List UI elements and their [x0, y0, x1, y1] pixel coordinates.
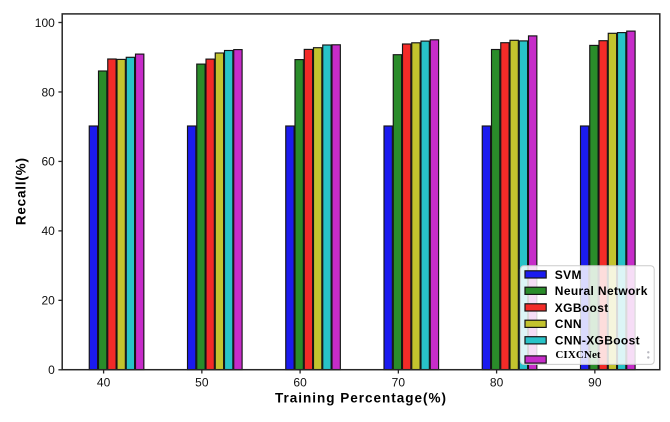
svg-text:80: 80	[490, 375, 504, 389]
svg-text:Training Percentage(%): Training Percentage(%)	[275, 390, 447, 405]
svg-text:SVM: SVM	[555, 268, 582, 282]
svg-text:20: 20	[41, 294, 55, 308]
svg-text:CNN-XGBoost: CNN-XGBoost	[555, 334, 640, 348]
svg-text:60: 60	[293, 375, 307, 389]
svg-text:60: 60	[41, 155, 55, 169]
svg-text:CNN: CNN	[555, 317, 582, 331]
svg-text:Recall(%): Recall(%)	[14, 157, 29, 225]
svg-text:XGBoost: XGBoost	[555, 301, 609, 315]
svg-text:100: 100	[35, 16, 55, 30]
svg-text:90: 90	[588, 375, 602, 389]
svg-text:50: 50	[195, 375, 209, 389]
svg-text:40: 40	[41, 224, 55, 238]
svg-text:70: 70	[392, 375, 406, 389]
svg-text:40: 40	[97, 375, 111, 389]
svg-text:80: 80	[41, 85, 55, 99]
svg-text:Neural Network: Neural Network	[555, 284, 648, 298]
svg-text:0: 0	[48, 363, 55, 377]
svg-text:CIXCNet: CIXCNet	[555, 349, 601, 361]
